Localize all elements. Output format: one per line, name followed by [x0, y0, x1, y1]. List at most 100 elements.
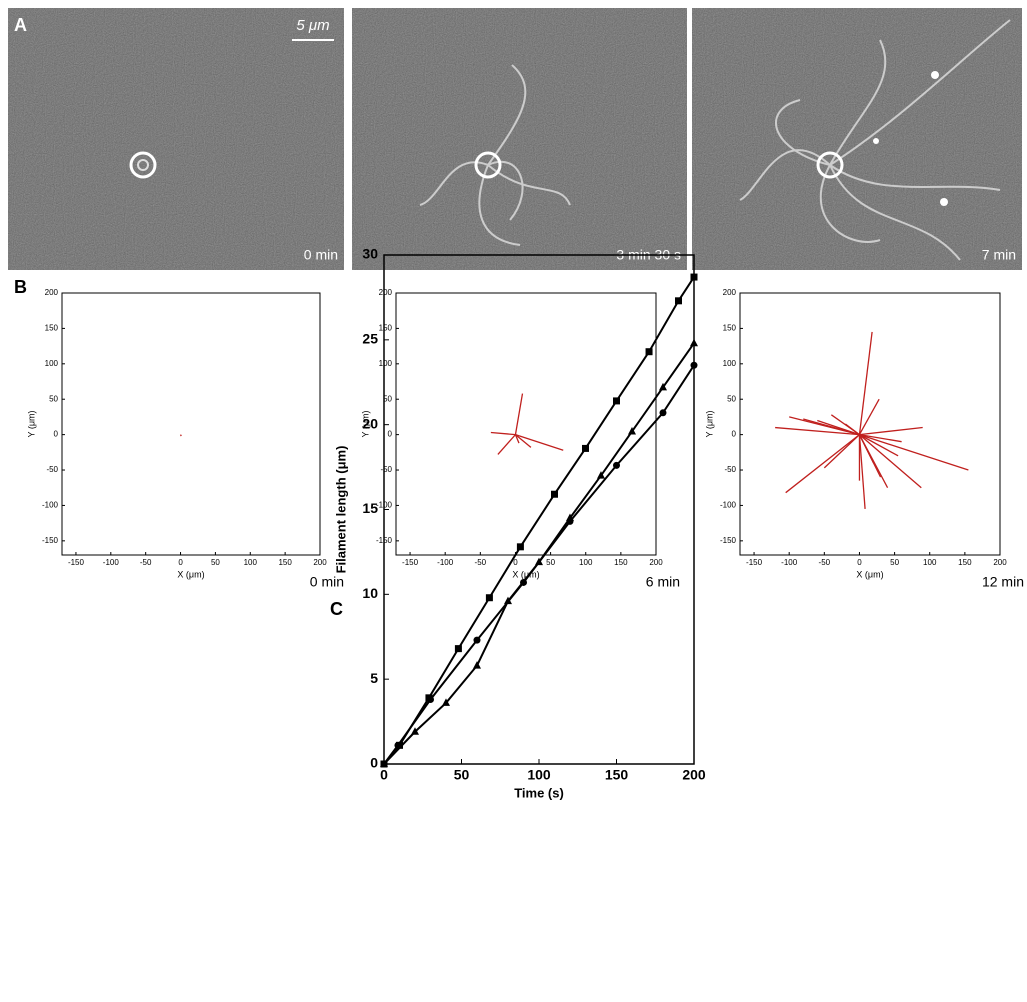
x-tick-label: -100: [781, 558, 798, 567]
filament: [858, 398, 880, 435]
plot-frame: [395, 292, 657, 556]
y-tick-label: 15: [362, 500, 378, 516]
filament: [817, 419, 860, 436]
marker: [659, 382, 667, 391]
y-tick-label: 200: [723, 288, 737, 297]
x-tick-label: 0: [513, 558, 518, 567]
y-tick-label: 50: [49, 394, 58, 403]
filament: [859, 434, 969, 471]
y-axis-label: Filament length (μm): [333, 446, 348, 574]
panel-label: A: [14, 15, 27, 35]
x-axis-label: X (μm): [512, 569, 539, 579]
chart: -150 -100 -50 0 50 100 150 200 -150 -100 -50 0 50 100…: [26, 288, 344, 590]
x-tick-label: 50: [454, 767, 470, 783]
marker: [597, 471, 605, 479]
y-tick-label: 10: [362, 585, 378, 601]
x-tick-label: 200: [993, 558, 1007, 567]
x-tick-label: -100: [103, 558, 120, 567]
y-tick-label: 150: [45, 324, 59, 333]
x-tick-label: 150: [278, 558, 292, 567]
x-tick-label: 200: [649, 558, 663, 567]
marker: [582, 444, 589, 452]
filament: [858, 434, 866, 510]
y-tick-label: -150: [42, 536, 59, 545]
y-tick-label: 200: [379, 288, 393, 297]
marker: [613, 397, 620, 405]
y-axis-label: Y (μm): [26, 410, 36, 437]
x-tick-label: 100: [244, 558, 258, 567]
marker: [485, 594, 493, 602]
x-axis-label: Time (s): [514, 785, 564, 800]
filament: [514, 434, 520, 444]
panel-label: C: [330, 599, 343, 619]
x-tick-label: 100: [527, 767, 551, 783]
marker: [566, 517, 574, 525]
time-label: 7 min: [982, 247, 1016, 263]
filament: [859, 434, 899, 457]
image-1: [8, 8, 344, 270]
x-axis-label: X (μm): [856, 569, 883, 579]
filament: [859, 433, 902, 443]
x-tick-label: 50: [546, 558, 555, 567]
marker: [628, 426, 636, 435]
marker: [442, 698, 450, 706]
x-tick-label: -100: [437, 558, 454, 567]
x-tick-label: 0: [178, 558, 183, 567]
marker: [454, 645, 462, 653]
marker: [516, 543, 524, 551]
y-tick-label: 20: [362, 415, 378, 431]
marker: [645, 348, 653, 356]
panel-label: B: [14, 277, 27, 297]
y-tick-label: 50: [383, 394, 392, 403]
marker: [659, 409, 667, 417]
x-tick-label: 100: [923, 558, 937, 567]
y-axis-label: Y (μm): [704, 410, 714, 437]
x-tick-label: -50: [475, 558, 487, 567]
y-tick-label: 150: [379, 324, 393, 333]
y-tick-label: -50: [46, 465, 58, 474]
filament: [823, 434, 860, 469]
y-tick-label: 0: [370, 755, 378, 771]
filament: [497, 434, 516, 455]
filament: [858, 331, 873, 435]
x-tick-label: -150: [402, 558, 419, 567]
plot-frame: [739, 292, 1001, 556]
y-tick-label: 100: [45, 359, 59, 368]
filament: [859, 426, 923, 436]
time-label: 0 min: [310, 574, 344, 590]
marker: [675, 297, 682, 305]
x-tick-label: -150: [68, 558, 85, 567]
y-tick-label: 5: [370, 670, 378, 686]
panel-a: A 5 μm 0 min 3 min 30 s 7 min: [8, 8, 1022, 270]
x-tick-label: -50: [819, 558, 831, 567]
marker: [551, 490, 558, 498]
filament: [179, 434, 182, 437]
x-tick-label: -150: [746, 558, 763, 567]
marker: [473, 661, 481, 669]
filament: [859, 434, 922, 489]
image-3: [692, 8, 1022, 270]
x-tick-label: 0: [857, 558, 862, 567]
y-tick-label: 100: [379, 359, 393, 368]
marker: [690, 273, 698, 281]
marker: [613, 461, 620, 469]
filament: [858, 434, 875, 464]
filament: [785, 434, 860, 494]
time-label: 12 min: [982, 574, 1024, 590]
scale-bar-label: 5 μm: [296, 17, 329, 34]
series-line: [383, 276, 695, 765]
plot-frame: [383, 254, 695, 765]
y-tick-label: 150: [723, 324, 737, 333]
marker: [411, 727, 419, 735]
x-tick-label: 200: [313, 558, 327, 567]
x-tick-label: 100: [579, 558, 593, 567]
x-tick-label: 0: [380, 767, 388, 783]
x-tick-label: 50: [211, 558, 220, 567]
marker: [380, 760, 388, 768]
time-label: 6 min: [646, 574, 680, 590]
filament: [514, 393, 524, 435]
y-tick-label: 100: [723, 359, 737, 368]
y-axis-label: Y (μm): [360, 410, 370, 437]
marker: [394, 741, 402, 749]
